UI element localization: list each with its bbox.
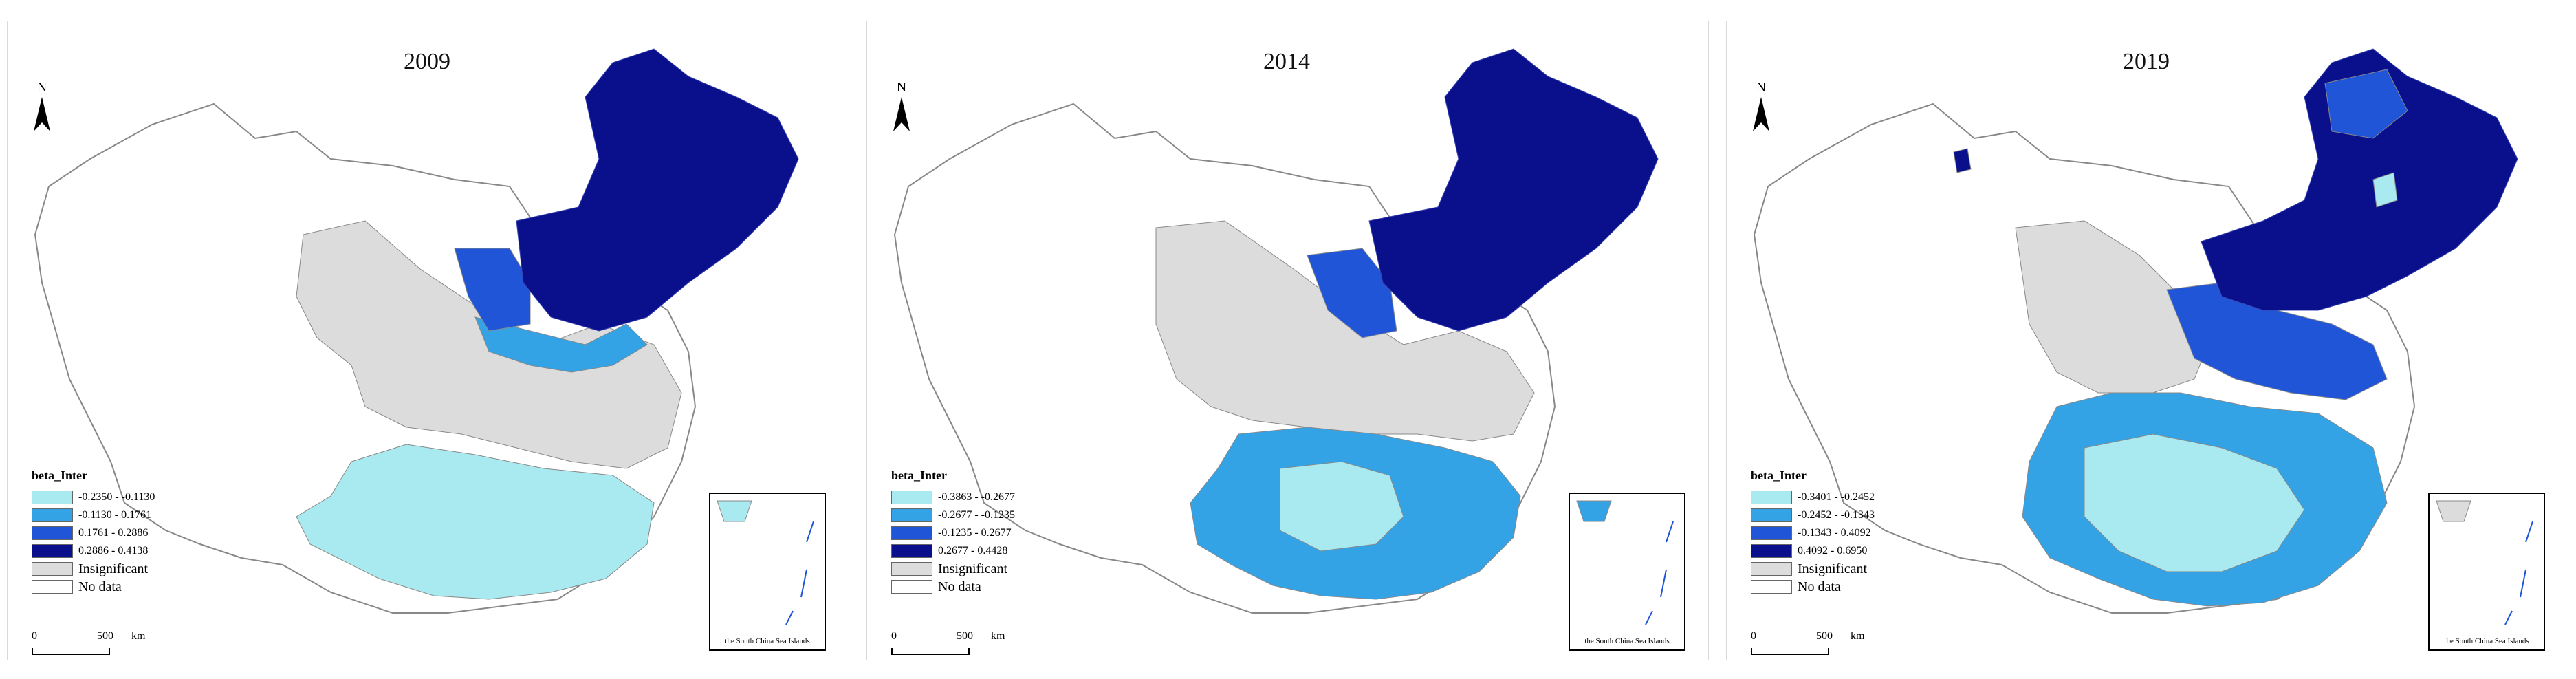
scale-bar: 0 500 km — [891, 630, 1029, 658]
legend-label: -0.3401 - -0.2452 — [1798, 491, 1875, 503]
legend-item: No data — [32, 578, 224, 596]
legend-item: -0.1130 - 0.1761 — [32, 506, 224, 524]
region-class4 — [1368, 48, 1659, 332]
legend-label: 0.1761 - 0.2886 — [78, 527, 149, 539]
region-class2 — [474, 316, 648, 373]
map-panel-2009: 2009 N beta_Inter -0.2350 - -0.1130 -0.1… — [7, 21, 849, 660]
legend-item: 0.1761 - 0.2886 — [32, 524, 224, 542]
inset-map: the South China Sea Islands — [1569, 493, 1685, 651]
legend: beta_Inter -0.3401 - -0.2452 -0.2452 - -… — [1751, 468, 1943, 596]
legend-item: 0.4092 - 0.6950 — [1751, 542, 1943, 560]
legend-item: -0.3401 - -0.2452 — [1751, 488, 1943, 506]
legend-label: Insignificant — [1798, 561, 1868, 576]
inset-caption: the South China Sea Islands — [2444, 637, 2529, 645]
region-insignificant — [2015, 220, 2209, 394]
legend-label: 0.2886 - 0.4138 — [78, 545, 149, 557]
legend-label: Insignificant — [78, 561, 149, 576]
legend-item: 0.2886 - 0.4138 — [32, 542, 224, 560]
map-year-title: 2014 — [1263, 49, 1310, 74]
inset-caption: the South China Sea Islands — [1584, 637, 1670, 645]
map-canvas — [34, 48, 799, 614]
map-panel-2019: 2019 N beta_Inter -0.3401 - -0.2452 -0.2… — [1726, 21, 2568, 660]
legend-item: -0.2452 - -0.1343 — [1751, 506, 1943, 524]
legend-label: 0.4092 - 0.6950 — [1798, 545, 1868, 557]
region-class4 — [1953, 148, 1972, 173]
legend-item: Insignificant — [1751, 560, 1943, 578]
legend-item: No data — [891, 578, 1084, 596]
scale-unit: km — [991, 630, 1005, 642]
north-label: N — [896, 80, 907, 95]
region-class3 — [454, 248, 531, 332]
inset-map: the South China Sea Islands — [2428, 493, 2545, 651]
legend-label: -0.1235 - 0.2677 — [938, 527, 1012, 539]
region-class4 — [2201, 48, 2518, 311]
north-arrow-icon: N — [1747, 80, 1775, 135]
legend-label: -0.1130 - 0.1761 — [78, 509, 152, 521]
legend-item: -0.2350 - -0.1130 — [32, 488, 224, 506]
legend-label: No data — [938, 579, 981, 594]
legend-item: -0.1235 - 0.2677 — [891, 524, 1084, 542]
map-panel-2014: 2014 N beta_Inter -0.3863 - -0.2677 -0.2… — [866, 21, 1709, 660]
map-canvas — [893, 48, 1659, 614]
legend-title: beta_Inter — [1751, 468, 1807, 482]
region-class1 — [2084, 433, 2305, 572]
north-label: N — [36, 80, 47, 95]
legend-label: -0.3863 - -0.2677 — [938, 491, 1015, 503]
region-class3 — [1307, 248, 1397, 338]
scale-bar: 0 500 km — [1751, 630, 1888, 658]
legend-item: No data — [1751, 578, 1943, 596]
legend-item: -0.3863 - -0.2677 — [891, 488, 1084, 506]
map-canvas — [1753, 48, 2518, 614]
legend-label: -0.2350 - -0.1130 — [78, 491, 155, 503]
legend-item: Insignificant — [32, 560, 224, 578]
region-class3 — [2324, 69, 2408, 139]
scale-zero: 0 — [1751, 630, 1756, 642]
inset-map: the South China Sea Islands — [709, 493, 826, 651]
region-class4 — [516, 48, 799, 332]
legend-label: Insignificant — [938, 561, 1008, 576]
legend-item: Insignificant — [891, 560, 1084, 578]
scale-unit: km — [1851, 630, 1865, 642]
legend-label: 0.2677 - 0.4428 — [938, 545, 1008, 557]
legend-label: -0.2677 - -0.1235 — [938, 509, 1015, 521]
map-year-title: 2009 — [404, 49, 450, 74]
scale-bar: 0 500 km — [32, 630, 169, 658]
region-class1 — [2372, 172, 2398, 208]
legend-label: -0.2452 - -0.1343 — [1798, 509, 1875, 521]
scale-distance: 500 — [1816, 630, 1833, 642]
legend: beta_Inter -0.2350 - -0.1130 -0.1130 - 0… — [32, 468, 224, 596]
scale-zero: 0 — [32, 630, 37, 642]
legend-item: -0.2677 - -0.1235 — [891, 506, 1084, 524]
legend-item: 0.2677 - 0.4428 — [891, 542, 1084, 560]
legend-label: No data — [1798, 579, 1841, 594]
scale-distance: 500 — [957, 630, 973, 642]
region-class1 — [1279, 461, 1404, 552]
legend-label: No data — [78, 579, 122, 594]
legend-title: beta_Inter — [891, 468, 947, 482]
scale-unit: km — [131, 630, 146, 642]
legend-item: -0.1343 - 0.4092 — [1751, 524, 1943, 542]
legend: beta_Inter -0.3863 - -0.2677 -0.2677 - -… — [891, 468, 1084, 596]
legend-label: -0.1343 - 0.4092 — [1798, 527, 1871, 539]
region-class1 — [296, 444, 655, 600]
north-arrow-icon: N — [28, 80, 56, 135]
north-arrow-icon: N — [888, 80, 915, 135]
north-label: N — [1756, 80, 1767, 95]
scale-zero: 0 — [891, 630, 897, 642]
map-year-title: 2019 — [2123, 49, 2170, 74]
scale-distance: 500 — [97, 630, 113, 642]
inset-caption: the South China Sea Islands — [725, 637, 810, 645]
legend-title: beta_Inter — [32, 468, 87, 482]
